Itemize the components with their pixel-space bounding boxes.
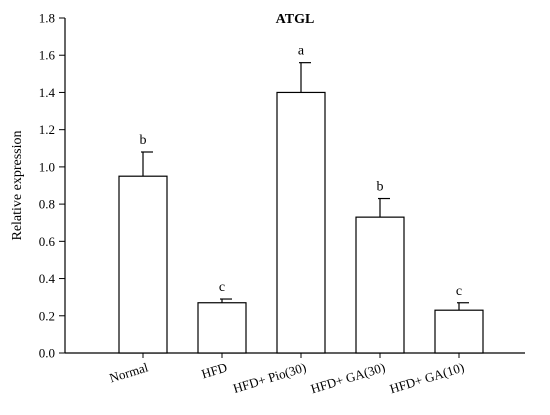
bar bbox=[118, 175, 168, 354]
significance-label: b bbox=[140, 133, 147, 148]
bar bbox=[276, 91, 326, 354]
significance-label: c bbox=[219, 280, 225, 295]
x-tick-label: HFD+ GA(10) bbox=[388, 360, 466, 397]
y-tick-label: 1.6 bbox=[39, 48, 56, 63]
bar bbox=[197, 302, 247, 354]
bar bbox=[434, 309, 484, 354]
y-tick-label: 1.2 bbox=[39, 122, 55, 137]
y-tick-label: 1.0 bbox=[39, 159, 55, 174]
y-tick-label: 0.4 bbox=[39, 271, 56, 286]
x-tick-label: HFD bbox=[200, 360, 229, 382]
significance-label: b bbox=[377, 180, 384, 195]
y-tick-label: 1.4 bbox=[39, 85, 56, 100]
x-tick-label: HFD+ GA(30) bbox=[309, 360, 387, 397]
y-axis-title: Relative expression bbox=[10, 130, 25, 240]
y-tick-label: 0.8 bbox=[39, 197, 55, 212]
y-tick-label: 1.8 bbox=[39, 11, 55, 26]
x-tick-label: HFD+ Pio(30) bbox=[231, 360, 308, 396]
significance-label: c bbox=[456, 284, 462, 299]
bar bbox=[355, 216, 405, 354]
y-tick-label: 0.6 bbox=[39, 234, 56, 249]
bars: b c a b c bbox=[118, 44, 484, 354]
significance-label: a bbox=[298, 44, 305, 59]
y-tick-label: 0.2 bbox=[39, 308, 55, 323]
y-axis-title-group: Relative expression bbox=[10, 130, 25, 240]
x-tick-label: Normal bbox=[108, 359, 151, 385]
chart-title: ATGL bbox=[276, 12, 315, 27]
y-tick-label: 0.0 bbox=[39, 346, 55, 361]
